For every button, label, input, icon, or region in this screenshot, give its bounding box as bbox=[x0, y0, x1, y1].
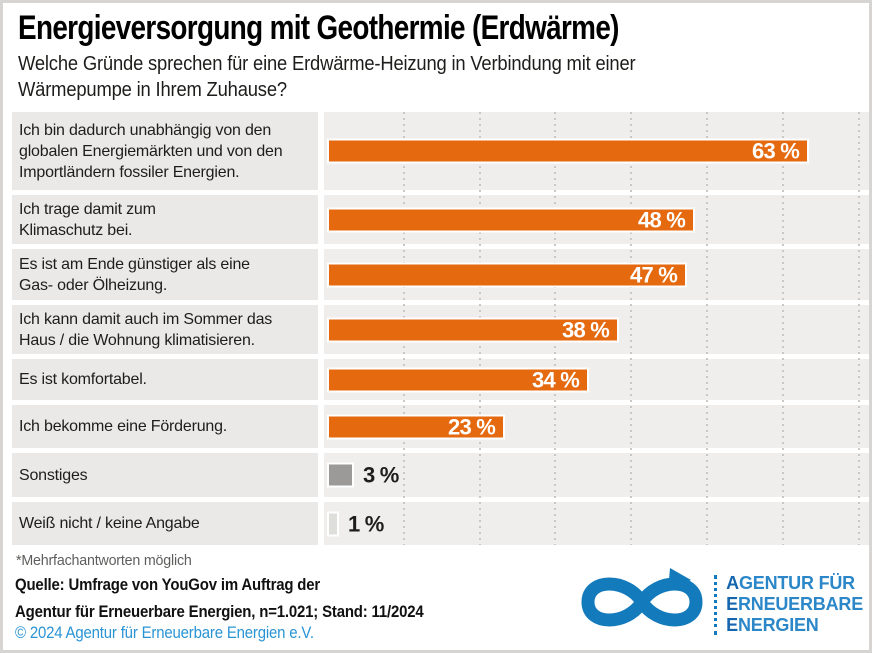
bar-value-label: 48 % bbox=[638, 207, 686, 232]
agency-logo: AGENTUR FÜR ERNEUERBARE ENERGIEN bbox=[579, 567, 863, 642]
source-line-2: Agentur für Erneuerbare Energien, n=1.02… bbox=[15, 602, 424, 621]
bar-value-label: 47 % bbox=[630, 262, 678, 287]
bar: 23 % bbox=[327, 414, 505, 439]
bar-chart: Ich bin dadurch unabhängig von den globa… bbox=[12, 112, 869, 545]
category-label: Ich kann damit auch im Sommer das Haus /… bbox=[12, 305, 318, 354]
infinity-arrow-icon bbox=[579, 567, 705, 642]
logo-dotted-divider bbox=[714, 574, 718, 635]
bar-value-label: 1 % bbox=[348, 511, 384, 536]
bar-track: 34 % bbox=[324, 359, 869, 400]
category-label: Sonstiges bbox=[12, 453, 318, 497]
chart-row: Ich kann damit auch im Sommer das Haus /… bbox=[12, 305, 869, 354]
bar: 63 % bbox=[327, 138, 809, 164]
bar-track: 63 % bbox=[324, 112, 869, 190]
bar: 34 % bbox=[327, 367, 589, 392]
logo-text-line: ENERGIEN bbox=[726, 615, 819, 635]
bar-value-label: 34 % bbox=[532, 367, 580, 392]
copyright: © 2024 Agentur für Erneuerbare Energien … bbox=[15, 623, 314, 642]
bar: 38 % bbox=[327, 317, 619, 342]
bar: 47 % bbox=[327, 262, 687, 287]
logo-text-line: ERNEUERBARE bbox=[726, 594, 863, 614]
page-title: Energieversorgung mit Geothermie (Erdwär… bbox=[18, 9, 619, 47]
bar-track: 23 % bbox=[324, 405, 869, 448]
bar-track: 38 % bbox=[324, 305, 869, 354]
chart-row: Es ist komfortabel. 34 % bbox=[12, 359, 869, 400]
bar: 1 % bbox=[327, 511, 384, 536]
chart-row: Ich bin dadurch unabhängig von den globa… bbox=[12, 112, 869, 190]
chart-row: Ich bekomme eine Förderung. 23 % bbox=[12, 405, 869, 448]
chart-row: Weiß nicht / keine Angabe 1 % bbox=[12, 502, 869, 545]
category-label: Weiß nicht / keine Angabe bbox=[12, 502, 318, 545]
bar-value-label: 3 % bbox=[363, 462, 399, 488]
category-label: Es ist komfortabel. bbox=[12, 359, 318, 400]
bar-track: 47 % bbox=[324, 249, 869, 300]
source-block: Quelle: Umfrage von YouGov im Auftrag de… bbox=[15, 575, 424, 629]
category-label: Ich bekomme eine Förderung. bbox=[12, 405, 318, 448]
chart-row: Es ist am Ende günstiger als eine Gas- o… bbox=[12, 249, 869, 300]
bar-value-label: 38 % bbox=[562, 317, 610, 342]
category-label: Es ist am Ende günstiger als eine Gas- o… bbox=[12, 249, 318, 300]
bar-value-label: 63 % bbox=[752, 138, 800, 164]
footnote: *Mehrfachantworten möglich bbox=[16, 552, 192, 569]
category-label: Ich trage damit zum Klimaschutz bei. bbox=[12, 195, 318, 244]
chart-row: Sonstiges 3 % bbox=[12, 453, 869, 497]
bar-track: 48 % bbox=[324, 195, 869, 244]
logo-text-line: AGENTUR FÜR bbox=[726, 573, 855, 593]
chart-row: Ich trage damit zum Klimaschutz bei. 48 … bbox=[12, 195, 869, 244]
subtitle: Welche Gründe sprechen für eine Erdwärme… bbox=[18, 53, 636, 101]
source-line-1: Quelle: Umfrage von YouGov im Auftrag de… bbox=[15, 575, 321, 594]
bar-value-label: 23 % bbox=[448, 414, 496, 439]
category-label: Ich bin dadurch unabhängig von den globa… bbox=[12, 112, 318, 190]
logo-text: AGENTUR FÜR ERNEUERBARE ENERGIEN bbox=[726, 573, 863, 636]
bar: 48 % bbox=[327, 207, 695, 232]
bar-track: 1 % bbox=[324, 502, 869, 545]
bar-track: 3 % bbox=[324, 453, 869, 497]
bar: 3 % bbox=[327, 462, 399, 488]
